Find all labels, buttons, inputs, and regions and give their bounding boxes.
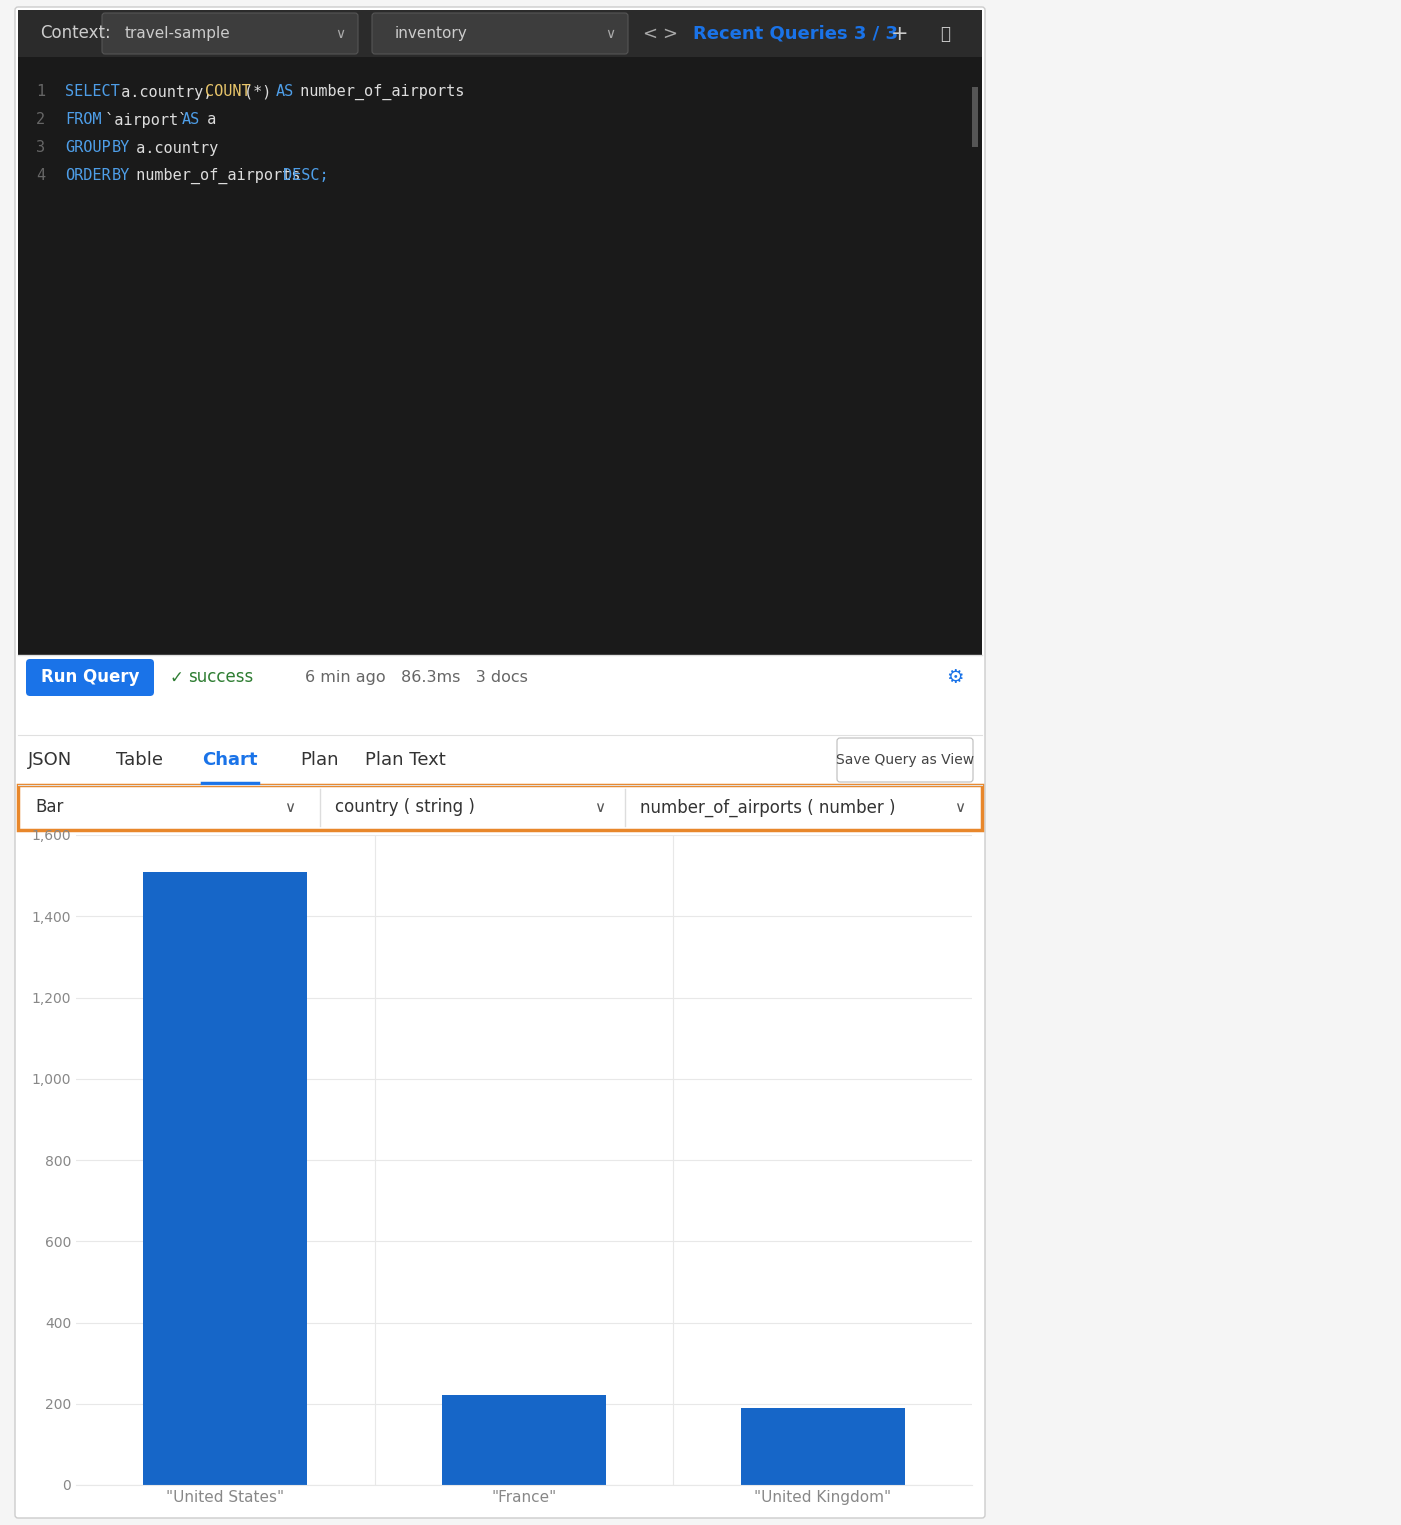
- Text: <: <: [643, 24, 657, 43]
- Text: AS: AS: [182, 113, 200, 128]
- Text: ∨: ∨: [954, 801, 965, 814]
- Text: number_of_airports: number_of_airports: [291, 84, 465, 101]
- Text: ∨: ∨: [594, 801, 605, 814]
- Text: a.country: a.country: [127, 140, 219, 156]
- Text: Chart: Chart: [202, 750, 258, 769]
- Text: 3: 3: [36, 140, 45, 156]
- Text: ⤢: ⤢: [940, 24, 950, 43]
- Text: GROUP: GROUP: [64, 140, 111, 156]
- Text: Plan Text: Plan Text: [364, 750, 446, 769]
- Text: SELECT: SELECT: [64, 84, 119, 99]
- Text: 6 min ago   86.3ms   3 docs: 6 min ago 86.3ms 3 docs: [305, 669, 528, 685]
- Text: Run Query: Run Query: [41, 668, 139, 686]
- Text: COUNT: COUNT: [206, 84, 251, 99]
- Text: (*): (*): [244, 84, 280, 99]
- FancyBboxPatch shape: [102, 14, 359, 53]
- FancyBboxPatch shape: [836, 738, 974, 782]
- Text: country ( string ): country ( string ): [335, 799, 475, 816]
- FancyBboxPatch shape: [27, 659, 154, 695]
- Text: DESC;: DESC;: [283, 168, 329, 183]
- Bar: [441, 1395, 607, 1485]
- Text: JSON: JSON: [28, 750, 71, 769]
- Text: ∨: ∨: [335, 26, 345, 41]
- Text: FROM: FROM: [64, 113, 101, 128]
- FancyBboxPatch shape: [373, 14, 628, 53]
- Text: Recent Queries 3 / 3: Recent Queries 3 / 3: [693, 24, 898, 43]
- Text: success: success: [188, 668, 254, 686]
- Text: Table: Table: [116, 750, 164, 769]
- Bar: [143, 872, 307, 1485]
- Text: ✓: ✓: [170, 668, 184, 686]
- Text: ORDER: ORDER: [64, 168, 111, 183]
- Text: number_of_airports ( number ): number_of_airports ( number ): [640, 799, 895, 816]
- Text: `airport`: `airport`: [97, 111, 196, 128]
- Text: 1: 1: [36, 84, 45, 99]
- Bar: [18, 56, 982, 656]
- FancyBboxPatch shape: [15, 8, 985, 1517]
- Text: AS: AS: [276, 84, 294, 99]
- Text: a: a: [198, 113, 216, 128]
- Bar: [18, 656, 982, 700]
- Text: >: >: [663, 24, 678, 43]
- Text: +: +: [891, 23, 909, 44]
- Text: ⚙: ⚙: [946, 668, 964, 686]
- Text: BY: BY: [112, 168, 130, 183]
- Text: 2: 2: [36, 113, 45, 128]
- Text: ∨: ∨: [605, 26, 615, 41]
- Text: 4: 4: [36, 168, 45, 183]
- Text: Bar: Bar: [35, 799, 63, 816]
- Text: ∨: ∨: [284, 801, 296, 814]
- Bar: [18, 11, 982, 56]
- Text: a.country,: a.country,: [112, 84, 221, 99]
- Text: travel-sample: travel-sample: [125, 26, 231, 41]
- Bar: [741, 1408, 905, 1485]
- Text: Context:: Context:: [41, 24, 111, 43]
- Bar: [972, 87, 978, 146]
- Bar: [18, 735, 982, 785]
- FancyBboxPatch shape: [18, 785, 982, 830]
- Text: Plan: Plan: [301, 750, 339, 769]
- Text: BY: BY: [112, 140, 130, 156]
- Text: number_of_airports: number_of_airports: [127, 168, 310, 185]
- Text: inventory: inventory: [395, 26, 468, 41]
- Text: Save Query as View: Save Query as View: [836, 753, 974, 767]
